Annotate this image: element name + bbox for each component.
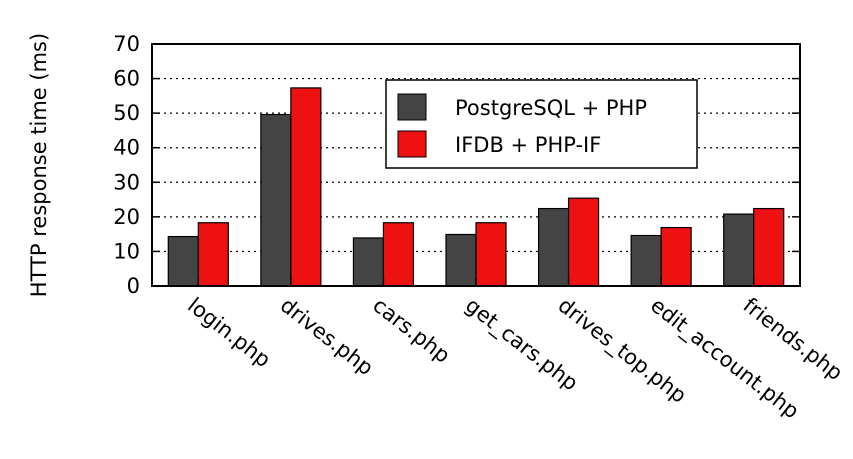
legend: PostgreSQL + PHP IFDB + PHP-IF xyxy=(385,79,698,169)
y-axis: 0 10 20 30 40 50 60 70 xyxy=(113,32,800,298)
y-tick-label: 20 xyxy=(113,205,140,229)
x-tick-label: cars.php xyxy=(368,293,454,368)
legend-swatch-postgresql xyxy=(397,93,427,121)
legend-swatch-ifdb xyxy=(397,130,427,158)
bar-postgresql-cars-php xyxy=(352,237,385,287)
y-tick-label: 60 xyxy=(113,67,140,91)
legend-box xyxy=(385,79,698,169)
bar-ifdb-login-php xyxy=(197,222,229,287)
y-tick-label: 10 xyxy=(113,239,140,263)
bar-postgresql-login-php xyxy=(167,235,199,287)
bar-postgresql-edit-account-php xyxy=(630,234,662,287)
bar-postgresql-drives-php xyxy=(260,113,292,287)
y-tick-label: 50 xyxy=(113,101,140,125)
x-tick-label: drives.php xyxy=(276,293,378,380)
y-tick-label: 70 xyxy=(113,32,140,56)
x-tick-label: login.php xyxy=(183,293,275,372)
bar-postgresql-drives-top-php xyxy=(537,207,570,287)
bar-ifdb-get-cars-php xyxy=(475,222,507,287)
legend-label-ifdb: IFDB + PHP-IF xyxy=(455,133,601,157)
legend-label-postgresql: PostgreSQL + PHP xyxy=(455,96,647,120)
bar-ifdb-cars-php xyxy=(382,222,415,287)
y-axis-label: HTTP response time (ms) xyxy=(27,33,51,297)
bar-ifdb-edit-account-php xyxy=(660,226,692,287)
y-tick-label: 30 xyxy=(113,170,140,194)
y-tick-label: 0 xyxy=(127,274,140,298)
y-tick-label: 40 xyxy=(113,136,140,160)
bar-ifdb-drives-php xyxy=(290,87,322,287)
bars xyxy=(167,87,785,287)
bar-postgresql-get-cars-php xyxy=(445,233,477,287)
bar-ifdb-friends-php xyxy=(753,207,785,287)
bar-postgresql-friends-php xyxy=(723,213,755,287)
bar-ifdb-drives-top-php xyxy=(567,197,600,287)
